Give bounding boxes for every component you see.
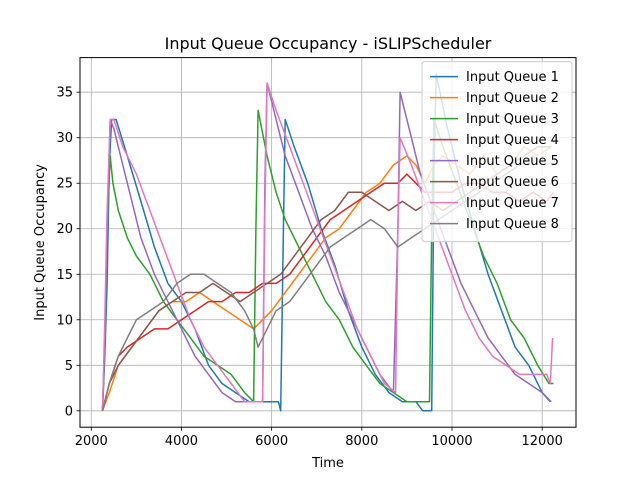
y-axis: 0 5 10 15 20 25 30 35 (56, 86, 80, 419)
x-tick-label: 10000 (431, 434, 472, 449)
y-tick-label: 30 (56, 131, 73, 146)
y-tick-label: 35 (56, 86, 73, 101)
legend-box (421, 61, 573, 243)
series-line-5 (101, 82, 552, 411)
x-tick-label: 4000 (165, 434, 198, 449)
x-axis-label: Time (311, 456, 344, 471)
legend-label-3: Input Queue 3 (466, 112, 559, 127)
x-tick-label: 8000 (345, 434, 378, 449)
legend: Input Queue 1 Input Queue 2 Input Queue 3 I… (421, 61, 573, 243)
plot-frame (79, 57, 577, 428)
x-tick-label: 12000 (522, 434, 563, 449)
legend-label-6: Input Queue 6 (466, 175, 559, 190)
y-axis-label: Input Queue Occupancy (33, 164, 48, 321)
legend-label-7: Input Queue 7 (466, 196, 559, 211)
legend-label-5: Input Queue 5 (466, 154, 559, 169)
chart-title: Input Queue Occupancy - iSLIPScheduler (165, 34, 492, 53)
legend-label-1: Input Queue 1 (466, 70, 559, 85)
x-tick-label: 2000 (75, 434, 108, 449)
series-line-7 (101, 82, 554, 411)
y-tick-label: 15 (56, 268, 73, 283)
y-tick-label: 5 (65, 359, 73, 374)
y-tick-label: 0 (65, 404, 73, 419)
x-axis: 2000 4000 6000 8000 10000 12000 (75, 427, 563, 449)
y-tick-label: 20 (56, 222, 73, 237)
y-tick-label: 25 (56, 177, 73, 192)
legend-label-4: Input Queue 4 (466, 133, 559, 148)
x-tick-label: 6000 (255, 434, 288, 449)
y-tick-label: 10 (56, 313, 73, 328)
legend-label-8: Input Queue 8 (466, 217, 559, 232)
legend-label-2: Input Queue 2 (466, 91, 559, 106)
